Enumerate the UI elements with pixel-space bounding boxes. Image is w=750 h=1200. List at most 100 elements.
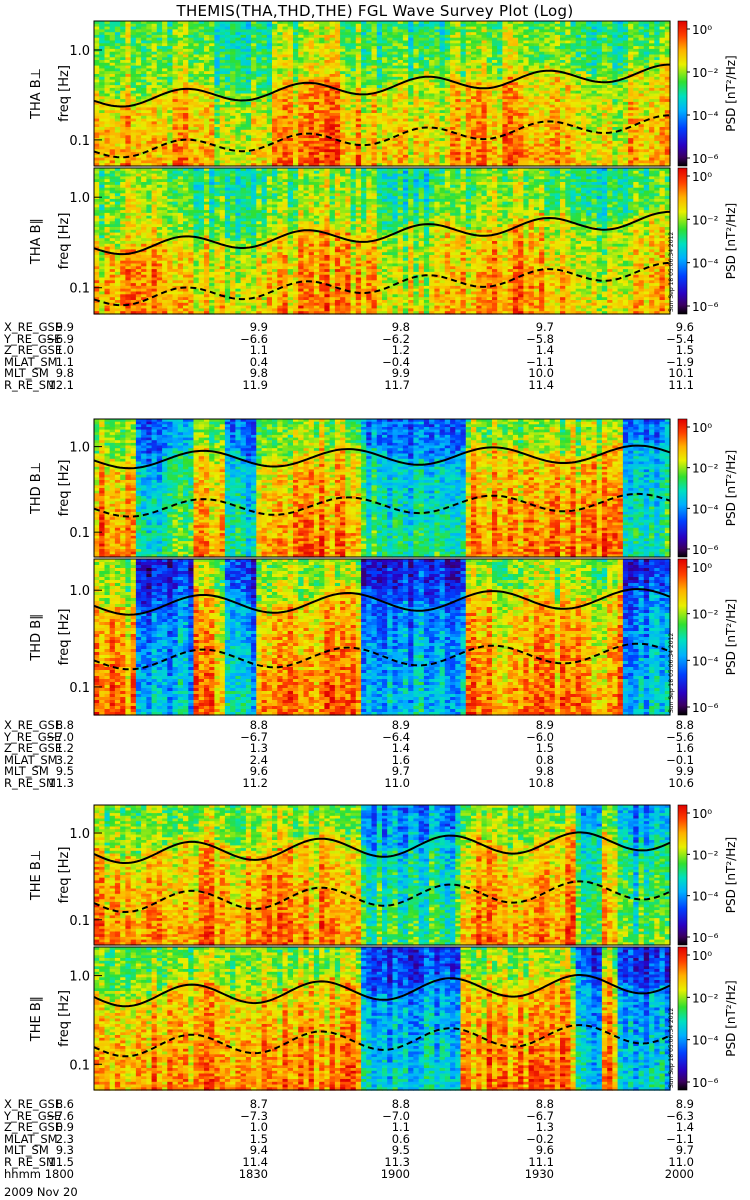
spectrogram-cell [266, 57, 273, 61]
spectrogram-cell [287, 160, 294, 164]
spectrogram-cell [308, 149, 315, 153]
spectrogram-cell [120, 82, 126, 86]
spectrogram-cell [298, 46, 304, 50]
spectrogram-cell [261, 79, 268, 83]
spectrogram-cell [135, 54, 142, 58]
spectrogram-cell [151, 37, 158, 42]
spectrogram-cell [172, 46, 179, 50]
spectrogram-cell [272, 157, 278, 161]
spectrogram-cell [235, 143, 242, 148]
spectrogram-cell [298, 85, 304, 89]
spectrogram-cell [324, 87, 331, 92]
spectrogram-cell [193, 149, 200, 153]
spectrogram-cell [329, 87, 336, 92]
spectrogram-cell [293, 34, 299, 39]
spectrogram-cell [256, 163, 263, 167]
spectrogram-cell [324, 43, 331, 47]
spectrogram-cell [272, 104, 278, 109]
spectrogram-cell [224, 127, 231, 131]
spectrogram-cell [167, 101, 174, 106]
spectrogram-cell [224, 51, 231, 56]
spectrogram-cell [125, 68, 132, 72]
spectrogram-cell [130, 127, 137, 131]
spectrogram-cell [256, 140, 263, 145]
spectrogram-cell [99, 132, 105, 136]
spectrogram-cell [329, 115, 336, 120]
spectrogram-cell [109, 34, 116, 39]
spectrogram-cell [313, 163, 320, 167]
spectrogram-cell [319, 143, 325, 148]
spectrogram-cell [224, 93, 231, 97]
spectrogram-cell [125, 37, 132, 42]
spectrogram-cell [251, 29, 257, 33]
spectrogram-cell [156, 62, 163, 67]
spectrogram-cell [214, 60, 221, 64]
spectrogram-cell [162, 65, 168, 69]
spectrogram-cell [120, 40, 126, 44]
spectrogram-cell [240, 118, 247, 122]
spectrogram-cell [172, 57, 179, 61]
spectrogram-cell [287, 152, 294, 156]
spectrogram-cell [183, 154, 189, 159]
spectrogram-cell [109, 29, 116, 33]
spectrogram-cell [130, 51, 137, 56]
spectrogram-cell [272, 71, 278, 75]
spectrogram-cell [151, 54, 158, 58]
spectrogram-cell [104, 65, 111, 69]
spectrogram-cell [224, 99, 231, 103]
spectrogram-cell [303, 146, 310, 150]
spectrogram-cell [256, 152, 263, 156]
spectrogram-cell [224, 43, 231, 47]
spectrogram-cell [146, 71, 153, 75]
spectrogram-cell [308, 160, 315, 164]
spectrogram-cell [240, 87, 247, 92]
spectrogram-cell [214, 65, 221, 69]
spectrogram-cell [130, 110, 137, 114]
spectrogram-cell [209, 107, 215, 111]
spectrogram-cell [298, 93, 304, 97]
spectrogram-cell [94, 68, 100, 72]
spectrogram-cell [120, 37, 126, 42]
spectrogram-cell [282, 146, 289, 150]
spectrogram-cell [287, 60, 294, 64]
spectrogram-cell [298, 154, 304, 159]
spectrogram-cell [261, 23, 268, 28]
spectrogram-cell [251, 82, 257, 86]
spectrogram-cell [135, 132, 142, 136]
spectrogram-cell [298, 90, 304, 95]
spectrogram-cell [94, 34, 100, 39]
spectrogram-cell [99, 21, 105, 25]
spectrogram-cell [135, 71, 142, 75]
spectrogram-cell [99, 99, 105, 103]
spectrogram-cell [308, 54, 315, 58]
spectrogram-cell [219, 21, 226, 25]
spectrogram-cell [204, 85, 210, 89]
spectrogram-cell [188, 51, 195, 56]
spectrogram-cell [266, 129, 273, 134]
spectrogram-cell [261, 104, 268, 109]
spectrogram-cell [214, 82, 221, 86]
spectrogram-cell [240, 113, 247, 117]
spectrogram-cell [94, 129, 100, 134]
spectrogram-cell [298, 138, 304, 142]
spectrogram-cell [251, 46, 257, 50]
spectrogram-cell [130, 76, 137, 81]
spectrogram-cell [198, 154, 205, 159]
spectrogram-cell [235, 160, 242, 164]
spectrogram-cell [141, 118, 147, 122]
spectrogram-cell [240, 60, 247, 64]
spectrogram-cell [303, 99, 310, 103]
spectrogram-cell [167, 82, 174, 86]
spectrogram-cell [172, 40, 179, 44]
spectrogram-cell [198, 62, 205, 67]
spectrogram-cell [319, 65, 325, 69]
spectrogram-cell [114, 32, 121, 36]
spectrogram-cell [188, 160, 195, 164]
spectrogram-cell [287, 154, 294, 159]
spectrogram-cell [277, 21, 284, 25]
spectrogram-cell [188, 54, 195, 58]
spectrogram-cell [324, 60, 331, 64]
spectrogram-cell [214, 129, 221, 134]
spectrogram-cell [177, 79, 184, 83]
